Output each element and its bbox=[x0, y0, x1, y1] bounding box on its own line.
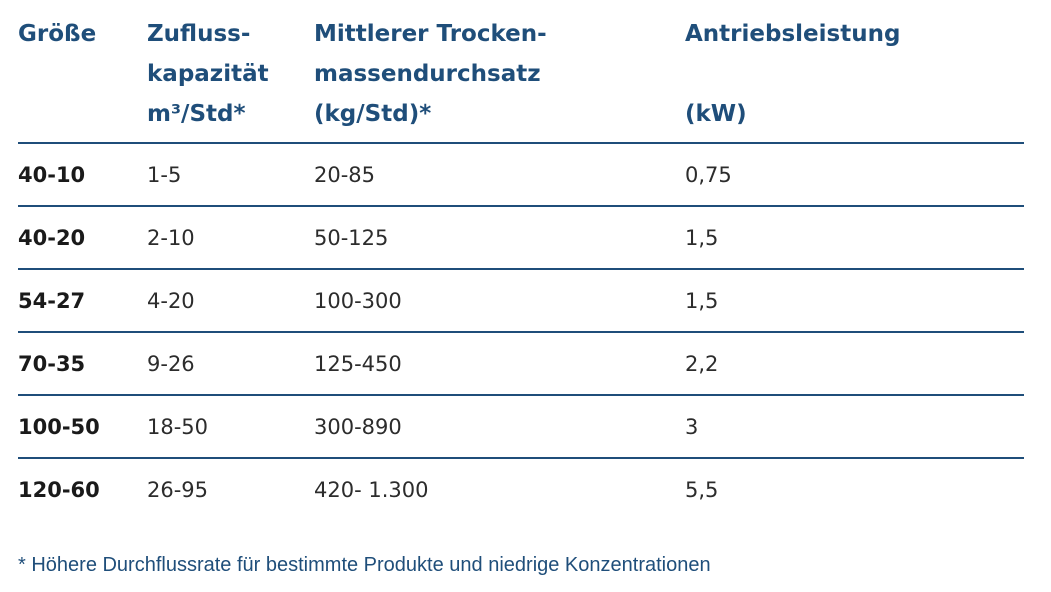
table-row: 70-35 9-26 125-450 2,2 bbox=[18, 333, 1024, 396]
cell-size: 120-60 bbox=[18, 478, 100, 502]
header-throughput-line3: (kg/Std)* bbox=[314, 101, 432, 127]
table-header: Größe Zufluss- kapazität m³/Std* Mittler… bbox=[18, 14, 1024, 144]
cell-inflow: 1-5 bbox=[147, 163, 182, 187]
cell-inflow: 2-10 bbox=[147, 226, 195, 250]
cell-throughput: 50-125 bbox=[314, 226, 389, 250]
cell-power: 0,75 bbox=[685, 163, 732, 187]
header-inflow-line2: kapazität bbox=[147, 61, 269, 87]
header-inflow: Zufluss- kapazität m³/Std* bbox=[147, 14, 269, 134]
cell-size: 100-50 bbox=[18, 415, 100, 439]
cell-throughput: 300-890 bbox=[314, 415, 402, 439]
cell-throughput: 420- 1.300 bbox=[314, 478, 429, 502]
header-power-line2: (kW) bbox=[685, 101, 747, 127]
footnote: * Höhere Durchflussrate für bestimmte Pr… bbox=[18, 554, 711, 576]
cell-throughput: 100-300 bbox=[314, 289, 402, 313]
header-size: Größe bbox=[18, 14, 96, 54]
cell-inflow: 26-95 bbox=[147, 478, 209, 502]
header-inflow-line1: Zufluss- bbox=[147, 21, 251, 47]
cell-inflow: 18-50 bbox=[147, 415, 209, 439]
header-size-label: Größe bbox=[18, 21, 97, 47]
cell-size: 54-27 bbox=[18, 289, 86, 313]
header-inflow-line3: m³/Std* bbox=[147, 101, 246, 127]
cell-throughput: 20-85 bbox=[314, 163, 376, 187]
cell-power: 5,5 bbox=[685, 478, 719, 502]
table-row: 40-20 2-10 50-125 1,5 bbox=[18, 207, 1024, 270]
header-throughput-line2: massendurchsatz bbox=[314, 61, 541, 87]
cell-power: 1,5 bbox=[685, 289, 719, 313]
spec-table: Größe Zufluss- kapazität m³/Std* Mittler… bbox=[18, 14, 1024, 520]
table-row: 120-60 26-95 420- 1.300 5,5 bbox=[18, 459, 1024, 520]
cell-size: 40-10 bbox=[18, 163, 86, 187]
cell-throughput: 125-450 bbox=[314, 352, 402, 376]
table-row: 100-50 18-50 300-890 3 bbox=[18, 396, 1024, 459]
cell-size: 40-20 bbox=[18, 226, 86, 250]
cell-inflow: 9-26 bbox=[147, 352, 195, 376]
header-power-line1: Antriebsleistung bbox=[685, 21, 901, 47]
table-row: 54-27 4-20 100-300 1,5 bbox=[18, 270, 1024, 333]
cell-power: 1,5 bbox=[685, 226, 719, 250]
cell-inflow: 4-20 bbox=[147, 289, 195, 313]
header-throughput: Mittlerer Trocken- massendurchsatz (kg/S… bbox=[314, 14, 547, 134]
cell-size: 70-35 bbox=[18, 352, 86, 376]
header-throughput-line1: Mittlerer Trocken- bbox=[314, 21, 547, 47]
cell-power: 2,2 bbox=[685, 352, 719, 376]
header-power: Antriebsleistung (kW) bbox=[685, 14, 900, 134]
cell-power: 3 bbox=[685, 415, 699, 439]
table-row: 40-10 1-5 20-85 0,75 bbox=[18, 144, 1024, 207]
